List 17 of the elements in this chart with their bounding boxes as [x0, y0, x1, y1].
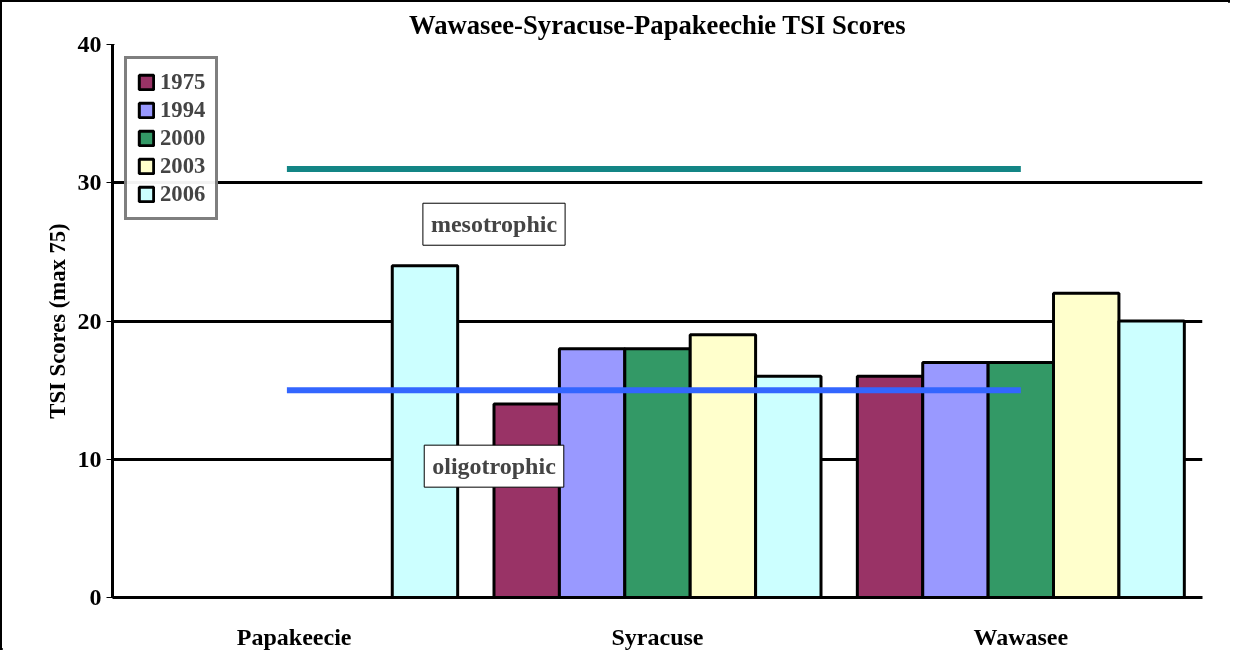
x-tick-label: Wawasee — [973, 623, 1069, 650]
x-tick-label: Papakeecie — [236, 623, 352, 650]
y-tick-label: 30 — [77, 169, 102, 196]
legend-label: 2003 — [160, 153, 206, 179]
y-tick-label: 0 — [89, 584, 102, 610]
y-tick-label: 20 — [77, 307, 102, 334]
legend-label: 1975 — [160, 69, 206, 95]
y-tick-label: 10 — [77, 445, 102, 472]
y-axis-title: TSI Scores (max 75) — [44, 223, 70, 419]
annotation: mesotrophic — [430, 211, 558, 238]
legend-label: 1994 — [160, 97, 206, 123]
chart-title: Wawasee-Syracuse-Papakeechie TSI Scores — [408, 9, 906, 40]
annotation: oligotrophic — [432, 453, 557, 480]
legend-label: 2006 — [160, 181, 206, 207]
legend-label: 2000 — [160, 125, 206, 151]
x-tick-label: Syracuse — [611, 623, 704, 650]
y-tick-label: 40 — [77, 31, 102, 57]
